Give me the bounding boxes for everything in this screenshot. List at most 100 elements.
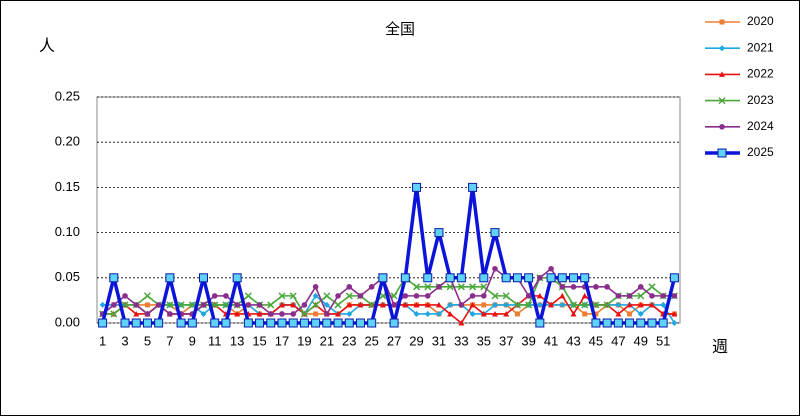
- marker: [671, 293, 678, 299]
- marker: [581, 292, 588, 299]
- marker: [234, 310, 241, 317]
- marker: [211, 301, 219, 309]
- marker: [142, 318, 152, 328]
- marker: [133, 302, 140, 308]
- marker: [323, 292, 331, 300]
- x-tick-label: 35: [477, 333, 491, 348]
- marker: [581, 301, 589, 309]
- marker: [636, 318, 646, 328]
- marker: [277, 318, 287, 328]
- marker: [570, 310, 577, 317]
- marker: [389, 318, 399, 328]
- marker: [176, 318, 186, 328]
- marker: [402, 301, 409, 308]
- marker: [481, 302, 487, 308]
- marker: [671, 310, 678, 317]
- marker: [109, 273, 119, 283]
- marker: [188, 301, 196, 309]
- marker: [445, 273, 455, 283]
- marker: [615, 293, 622, 299]
- x-tick-label: 13: [230, 333, 244, 348]
- marker: [613, 318, 623, 328]
- marker: [491, 292, 499, 300]
- marker: [301, 302, 308, 308]
- marker: [514, 311, 520, 317]
- y-tick-label: 0.25: [55, 88, 80, 103]
- marker: [503, 310, 510, 317]
- y-tick-label: 0.05: [55, 269, 80, 284]
- marker: [155, 302, 162, 308]
- marker: [222, 301, 230, 309]
- marker: [546, 273, 556, 283]
- marker: [335, 293, 341, 299]
- marker: [121, 301, 129, 309]
- marker: [492, 265, 498, 272]
- x-tick-label: 29: [409, 333, 423, 348]
- marker: [412, 182, 422, 192]
- marker: [199, 273, 209, 283]
- y-tick-label: 0.20: [55, 134, 80, 149]
- marker: [458, 320, 465, 326]
- marker: [501, 273, 511, 283]
- series-line: [100, 185, 677, 325]
- marker: [346, 301, 353, 308]
- marker: [312, 301, 320, 309]
- marker: [424, 301, 431, 308]
- marker: [458, 302, 465, 308]
- marker: [457, 283, 465, 291]
- x-tick-label: 23: [342, 333, 356, 348]
- marker: [492, 310, 499, 317]
- legend-label: 2023: [747, 93, 774, 107]
- marker: [290, 301, 297, 308]
- marker: [243, 318, 253, 328]
- marker: [165, 273, 175, 283]
- marker: [502, 292, 510, 300]
- x-axis-label: 週: [712, 338, 728, 356]
- marker: [580, 273, 590, 283]
- marker: [378, 273, 388, 283]
- marker: [637, 292, 645, 300]
- marker: [524, 273, 534, 283]
- marker: [649, 293, 655, 299]
- marker: [447, 310, 454, 317]
- marker: [312, 284, 319, 290]
- marker: [671, 320, 678, 326]
- marker: [290, 311, 297, 317]
- marker: [232, 273, 242, 283]
- marker: [434, 228, 444, 238]
- marker: [402, 293, 409, 299]
- marker: [245, 302, 252, 308]
- marker: [278, 292, 286, 300]
- x-tick-label: 19: [297, 333, 311, 348]
- marker: [615, 310, 622, 317]
- marker: [267, 311, 274, 317]
- marker: [267, 301, 275, 309]
- marker: [503, 301, 510, 308]
- marker: [592, 301, 600, 309]
- marker: [548, 301, 555, 308]
- marker: [379, 292, 387, 300]
- marker: [593, 284, 599, 290]
- marker: [256, 302, 263, 308]
- marker: [391, 302, 397, 308]
- marker: [379, 301, 386, 308]
- marker: [346, 284, 353, 290]
- marker: [368, 284, 375, 290]
- marker: [279, 311, 285, 317]
- marker: [490, 228, 500, 238]
- marker: [345, 292, 353, 300]
- legend-label: 2022: [747, 67, 774, 81]
- marker: [559, 292, 566, 299]
- marker: [357, 301, 364, 308]
- marker: [591, 318, 601, 328]
- marker: [131, 318, 141, 328]
- marker: [637, 284, 644, 290]
- marker: [559, 301, 566, 308]
- marker: [435, 301, 442, 308]
- marker: [669, 273, 679, 283]
- marker: [312, 292, 319, 299]
- marker: [367, 318, 377, 328]
- marker: [436, 284, 442, 290]
- marker: [133, 310, 140, 317]
- marker: [637, 310, 644, 317]
